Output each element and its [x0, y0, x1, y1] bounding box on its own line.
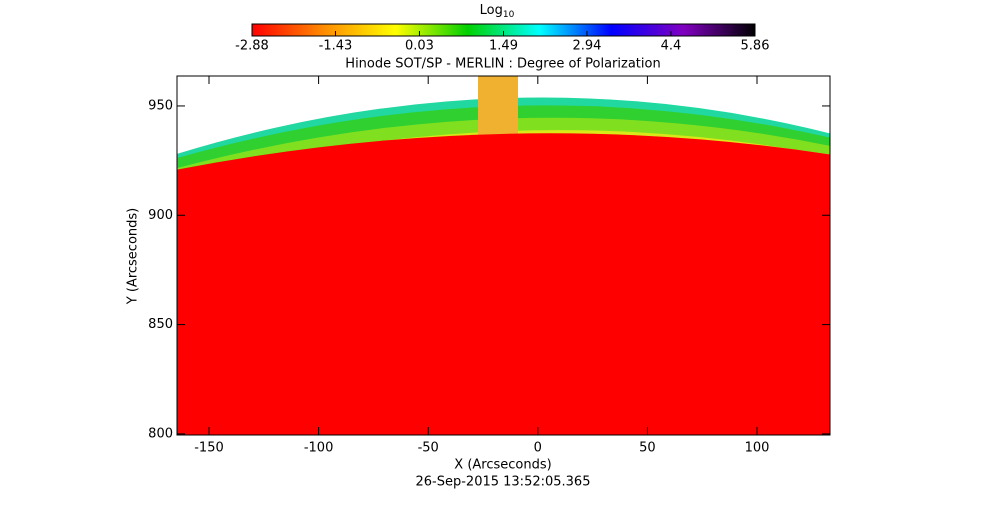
x-tick-label: 100 — [745, 441, 770, 456]
solar-image — [177, 76, 830, 435]
y-tick-label: 850 — [148, 317, 173, 332]
x-tick-label: -100 — [304, 441, 334, 456]
colorbar-tick-label: -1.43 — [319, 39, 353, 54]
y-tick-label: 950 — [148, 98, 173, 113]
footer-date: 26-Sep-2015 13:52:05.365 — [416, 475, 591, 490]
colorbar-tick-label: 0.03 — [405, 39, 434, 54]
colorbar-tick-label: 1.49 — [489, 39, 518, 54]
x-tick-label: -150 — [194, 441, 224, 456]
colorbar-tick-label: 5.86 — [741, 39, 770, 54]
colorbar-tick-label: 4.4 — [661, 39, 682, 54]
colorbar-tick-label: 2.94 — [572, 39, 601, 54]
colorbar-tick-label: -2.88 — [235, 39, 269, 54]
y-tick-label: 900 — [148, 208, 173, 223]
x-axis-label: X (Arcseconds) — [454, 458, 551, 473]
x-tick-label: -50 — [418, 441, 439, 456]
x-tick-label: 0 — [534, 441, 542, 456]
x-tick-label: 50 — [639, 441, 656, 456]
colorbar-label: Log10 — [480, 3, 515, 20]
y-tick-label: 800 — [148, 426, 173, 441]
plot-frame — [176, 75, 831, 436]
y-axis-label: Y (Arcseconds) — [126, 208, 141, 305]
chart-title: Hinode SOT/SP - MERLIN : Degree of Polar… — [345, 57, 660, 72]
